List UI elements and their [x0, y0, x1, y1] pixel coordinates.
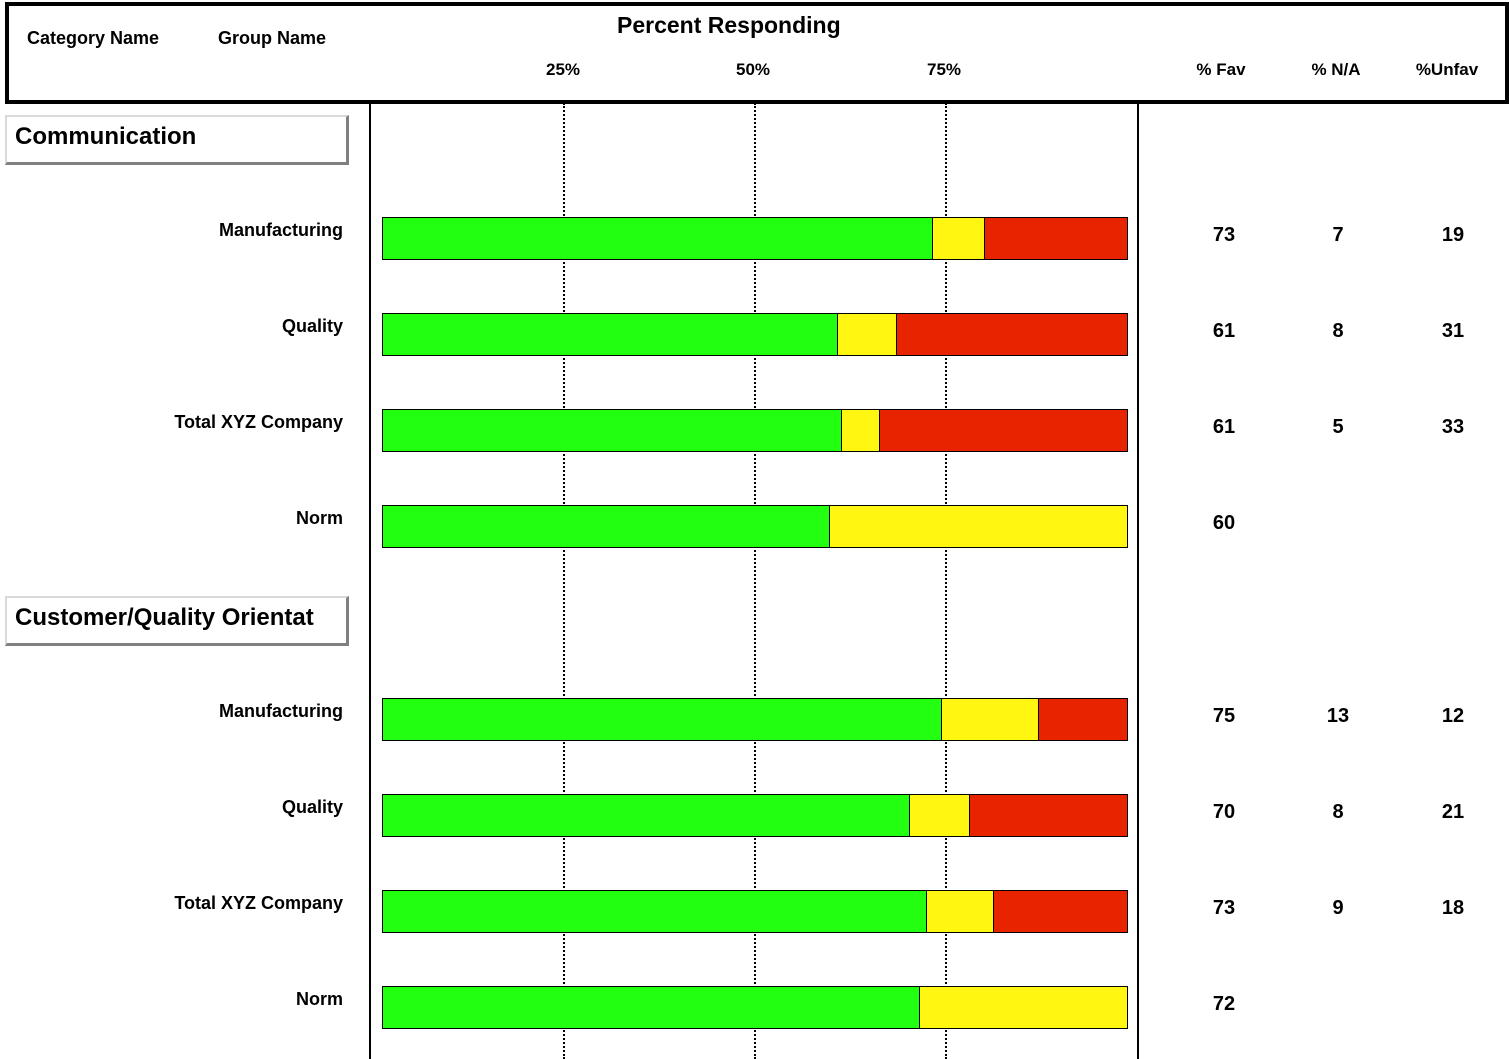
group-label: Quality [281, 316, 343, 336]
unfav-value: 19 [1441, 224, 1465, 246]
group-label: Norm [295, 508, 343, 528]
bar-segment-fav [383, 506, 830, 547]
group-label: Total XYZ Company [174, 893, 343, 913]
bar-segment-fav [383, 795, 910, 836]
fav-column-header: % Fav [1196, 60, 1246, 79]
stacked-bar [382, 986, 1128, 1029]
na-value: 5 [1332, 416, 1344, 438]
bar-segment-na [836, 314, 897, 355]
stacked-bar [382, 505, 1128, 548]
x-tick-label-50: 50% [735, 60, 771, 79]
fav-value: 72 [1212, 993, 1236, 1015]
plot-left-border [369, 103, 371, 1059]
chart-title: Percent Responding [617, 12, 841, 38]
x-tick-label-25: 25% [545, 60, 581, 79]
bar-segment-na [941, 699, 1038, 740]
fav-value: 60 [1212, 512, 1236, 534]
unfav-value: 33 [1441, 416, 1465, 438]
fav-value: 70 [1212, 801, 1236, 823]
plot-right-border [1137, 103, 1139, 1059]
bar-segment-na [918, 987, 1127, 1028]
bar-segment-fav [383, 891, 927, 932]
category-name-header: Category Name [27, 28, 160, 48]
bar-segment-fav [383, 314, 837, 355]
bar-segment-na [931, 218, 985, 259]
bar-segment-fav [383, 410, 842, 451]
na-value: 9 [1332, 897, 1344, 919]
bar-segment-fav [383, 218, 932, 259]
bar-segment-fav [383, 699, 941, 740]
fav-value: 73 [1212, 224, 1236, 246]
bar-segment-unfav [878, 410, 1127, 451]
bar-segment-na [926, 891, 994, 932]
unfav-value: 21 [1441, 801, 1465, 823]
group-label: Manufacturing [219, 220, 343, 240]
bar-segment-na [909, 795, 970, 836]
stacked-bar [382, 698, 1128, 741]
stacked-bar [382, 794, 1128, 837]
fav-value: 61 [1212, 320, 1236, 342]
fav-value: 73 [1212, 897, 1236, 919]
bar-segment-na [841, 410, 879, 451]
na-value: 7 [1332, 224, 1344, 246]
group-label: Norm [295, 989, 343, 1009]
gridline-75 [945, 103, 947, 1059]
stacked-bar [382, 890, 1128, 933]
na-value: 8 [1332, 801, 1344, 823]
bar-segment-unfav [984, 218, 1127, 259]
bar-segment-fav [383, 987, 919, 1028]
category-box: Customer/Quality Orientat [5, 596, 349, 646]
group-name-header: Group Name [218, 28, 327, 48]
na-column-header: % N/A [1311, 60, 1361, 79]
group-label: Manufacturing [219, 701, 343, 721]
group-label: Total XYZ Company [174, 412, 343, 432]
na-value: 13 [1326, 705, 1350, 727]
gridline-25 [563, 103, 565, 1059]
chart-header [5, 2, 1509, 104]
category-label: Communication [15, 123, 197, 150]
fav-value: 75 [1212, 705, 1236, 727]
fav-value: 61 [1212, 416, 1236, 438]
bar-segment-unfav [896, 314, 1127, 355]
bar-segment-unfav [969, 795, 1127, 836]
na-value: 8 [1332, 320, 1344, 342]
stacked-bar [382, 313, 1128, 356]
group-label: Quality [281, 797, 343, 817]
bar-segment-unfav [1037, 699, 1127, 740]
gridline-50 [754, 103, 756, 1059]
unfav-column-header: %Unfav [1415, 60, 1479, 79]
unfav-value: 31 [1441, 320, 1465, 342]
x-tick-label-75: 75% [926, 60, 962, 79]
category-label: Customer/Quality Orientat [15, 604, 314, 631]
stacked-bar [382, 217, 1128, 260]
unfav-value: 18 [1441, 897, 1465, 919]
category-box: Communication [5, 115, 349, 165]
bar-segment-na [829, 506, 1127, 547]
unfav-value: 12 [1441, 705, 1465, 727]
stacked-bar [382, 409, 1128, 452]
bar-segment-unfav [993, 891, 1127, 932]
